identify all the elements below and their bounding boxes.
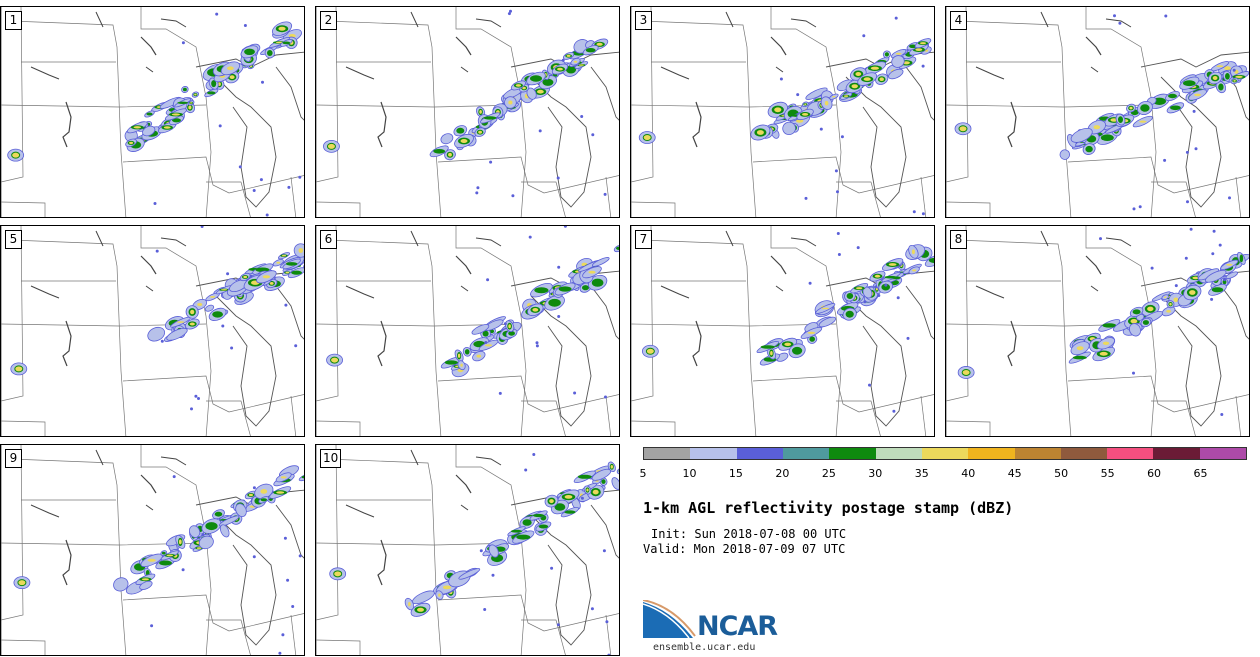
- panel-label: 2: [320, 11, 337, 30]
- colorbar-segment-7: [968, 448, 1015, 459]
- colorbar-tick-30: 30: [868, 467, 883, 480]
- colorbar-segment-0: [644, 448, 691, 459]
- colorbar-tick-55: 55: [1100, 467, 1115, 480]
- map-panel-9: 9: [0, 444, 305, 656]
- panel-label: 6: [320, 230, 337, 249]
- colorbar-segment-1: [690, 448, 737, 459]
- map-panel-4: 4: [945, 6, 1250, 218]
- panel-label: 4: [950, 11, 967, 30]
- map-panel-2: 2: [315, 6, 620, 218]
- map-panel-6: 6: [315, 225, 620, 437]
- colorbar-segment-4: [829, 448, 876, 459]
- ncar-logo-icon: [643, 600, 696, 639]
- colorbar-segment-6: [921, 448, 969, 459]
- panel-label: 5: [5, 230, 22, 249]
- colorbar-tick-20: 20: [775, 467, 790, 480]
- map-panel-8: 8: [945, 225, 1250, 437]
- ncar-logo-text: NCAR: [697, 611, 778, 642]
- colorbar-tick-25: 25: [821, 467, 836, 480]
- plot-title: 1-km AGL reflectivity postage stamp (dBZ…: [643, 499, 1014, 517]
- colorbar-segment-11: [1153, 448, 1200, 459]
- colorbar-tick-45: 45: [1007, 467, 1022, 480]
- map-panel-10: 10: [315, 444, 620, 656]
- panel-label: 10: [320, 449, 342, 468]
- panel-label: 7: [635, 230, 652, 249]
- panel-label: 3: [635, 11, 652, 30]
- map-panel-7: 7: [630, 225, 935, 437]
- colorbar-tick-10: 10: [682, 467, 697, 480]
- colorbar-segment-3: [782, 448, 830, 459]
- map-panel-1: 1: [0, 6, 305, 218]
- colorbar-tick-15: 15: [728, 467, 743, 480]
- colorbar-tick-65: 65: [1193, 467, 1208, 480]
- colorbar-segment-12: [1199, 448, 1247, 459]
- reflectivity-colorbar: [643, 447, 1247, 460]
- panel-label: 1: [5, 11, 22, 30]
- colorbar-tick-50: 50: [1054, 467, 1069, 480]
- colorbar-segment-10: [1107, 448, 1154, 459]
- colorbar-segment-5: [875, 448, 922, 459]
- colorbar-tick-40: 40: [961, 467, 976, 480]
- panel-label: 9: [5, 449, 22, 468]
- site-url: ensemble.ucar.edu: [653, 642, 756, 653]
- init-time: Init: Sun 2018-07-08 00 UTC: [651, 527, 847, 541]
- map-panel-3: 3: [630, 6, 935, 218]
- colorbar-segment-8: [1014, 448, 1061, 459]
- map-panel-5: 5: [0, 225, 305, 437]
- colorbar-tick-5: 5: [639, 467, 647, 480]
- colorbar-tick-35: 35: [914, 467, 929, 480]
- colorbar-segment-2: [736, 448, 783, 459]
- valid-time: Valid: Mon 2018-07-09 07 UTC: [643, 542, 846, 556]
- panel-label: 8: [950, 230, 967, 249]
- colorbar-segment-9: [1060, 448, 1108, 459]
- colorbar-tick-60: 60: [1147, 467, 1162, 480]
